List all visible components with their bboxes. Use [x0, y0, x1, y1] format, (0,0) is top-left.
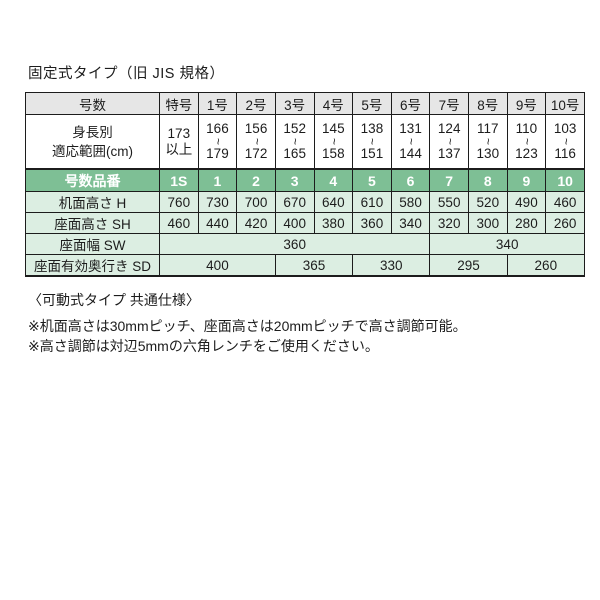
tilde-symbol: ~ [481, 137, 496, 146]
product-code: 2 [236, 168, 276, 192]
height-range-cell: 117 ~ 130 [468, 114, 508, 170]
product-code: 7 [429, 168, 469, 192]
seat-width-value: 360 [158, 233, 431, 255]
height-range-cell: 138 ~ 151 [352, 114, 392, 170]
seat-height-value: 320 [429, 212, 469, 234]
product-number-label: 号数品番 [25, 168, 160, 192]
height-range-cell: 124 ~ 137 [429, 114, 469, 170]
desk-height-value: 580 [390, 191, 431, 213]
column-header: 10号 [545, 92, 585, 115]
seat-height-value: 340 [390, 212, 431, 234]
seat-height-value: 280 [506, 212, 547, 234]
seat-height-value: 380 [313, 212, 354, 234]
height-range-cell: 152 ~ 165 [274, 114, 315, 170]
seat-depth-value: 365 [274, 254, 354, 277]
column-header: 4号 [313, 92, 354, 115]
seat-height-value: 420 [236, 212, 276, 234]
height-range-row: 身長別 適応範囲(cm) 173 以上 166 ~ 179 156 ~ 172 [25, 114, 585, 170]
height-range-label: 身長別 適応範囲(cm) [25, 114, 160, 170]
height-range-cell: 103 ~ 116 [545, 114, 585, 170]
desk-height-label: 机面高さ H [25, 191, 160, 213]
desk-height-value: 730 [197, 191, 238, 213]
seat-depth-value: 295 [429, 254, 508, 277]
seat-depth-row: 座面有効奥行き SD 400 365 330 295 260 [25, 254, 586, 277]
column-header: 特号 [159, 92, 199, 115]
tilde-symbol: ~ [442, 137, 457, 146]
column-header: 8号 [468, 92, 508, 115]
seat-height-row: 座面高さ SH 460 440 420 400 380 360 340 320 … [25, 212, 585, 234]
seat-height-value: 440 [197, 212, 238, 234]
column-header: 7号 [429, 92, 469, 115]
note-wrench: ※高さ調節は対辺5mmの六角レンチをご使用ください。 [28, 338, 379, 354]
seat-height-value: 260 [545, 212, 585, 234]
seat-width-row: 座面幅 SW 360 340 [25, 233, 585, 255]
desk-height-row: 机面高さ H 760 730 700 670 640 610 580 550 5… [25, 191, 585, 213]
seat-depth-label: 座面有効奥行き SD [25, 254, 160, 277]
product-code: 1 [197, 168, 238, 192]
seat-height-value: 400 [274, 212, 315, 234]
height-range-cell: 156 ~ 172 [236, 114, 276, 170]
product-code: 3 [274, 168, 315, 192]
page-title: 固定式タイプ（旧 JIS 規格） [28, 66, 225, 82]
desk-height-value: 670 [274, 191, 315, 213]
seat-height-value: 360 [352, 212, 392, 234]
height-range-cell: 110 ~ 123 [506, 114, 547, 170]
tilde-symbol: ~ [326, 137, 341, 146]
note-pitch: ※机面高さは30mmピッチ、座面高さは20mmピッチで高さ調節可能。 [28, 318, 467, 334]
seat-depth-value: 400 [159, 254, 276, 277]
tilde-symbol: ~ [210, 137, 225, 146]
seat-height-label: 座面高さ SH [25, 212, 160, 234]
product-code: 4 [313, 168, 354, 192]
height-range-cell: 145 ~ 158 [313, 114, 354, 170]
tilde-symbol: ~ [519, 137, 534, 146]
seat-depth-value: 330 [352, 254, 431, 277]
height-range-cell: 131 ~ 144 [390, 114, 431, 170]
seat-width-label: 座面幅 SW [25, 233, 160, 255]
seat-height-value: 460 [159, 212, 199, 234]
column-header: 1号 [197, 92, 238, 115]
height-range-cell: 166 ~ 179 [197, 114, 238, 170]
product-code: 5 [352, 168, 392, 192]
height-range-label-line2: 適応範囲(cm) [52, 143, 133, 159]
catalog-page: 固定式タイプ（旧 JIS 規格） 号数 特号 1号 2号 3号 4号 5号 6号… [25, 66, 586, 354]
column-header: 3号 [274, 92, 315, 115]
column-header: 5号 [352, 92, 392, 115]
desk-height-value: 640 [313, 191, 354, 213]
tilde-symbol: ~ [365, 137, 380, 146]
desk-height-value: 550 [429, 191, 469, 213]
desk-height-value: 460 [545, 191, 585, 213]
tilde-symbol: ~ [404, 137, 419, 146]
product-number-row: 号数品番 1S 1 2 3 4 5 6 7 8 9 10 [25, 168, 585, 192]
tilde-symbol: ~ [249, 137, 264, 146]
movable-type-subtitle: 〈可動式タイプ 共通仕様〉 [28, 292, 200, 308]
desk-height-value: 700 [236, 191, 276, 213]
height-range-label-line1: 身長別 [72, 124, 113, 140]
product-code: 8 [468, 168, 508, 192]
seat-width-value: 340 [429, 233, 585, 255]
seat-height-value: 300 [468, 212, 508, 234]
column-header: 2号 [236, 92, 276, 115]
column-header: 6号 [390, 92, 431, 115]
product-code: 1S [159, 168, 199, 192]
desk-height-value: 520 [468, 191, 508, 213]
corner-header: 号数 [25, 92, 160, 115]
product-code: 6 [390, 168, 431, 192]
desk-height-value: 760 [159, 191, 199, 213]
column-header: 9号 [506, 92, 547, 115]
product-code: 10 [545, 168, 585, 192]
spec-table: 号数 特号 1号 2号 3号 4号 5号 6号 7号 8号 9号 10号 身長別… [25, 92, 586, 277]
tilde-symbol: ~ [558, 137, 573, 146]
seat-depth-value: 260 [506, 254, 586, 277]
product-code: 9 [506, 168, 547, 192]
tilde-symbol: ~ [288, 137, 303, 146]
size-header-row: 号数 特号 1号 2号 3号 4号 5号 6号 7号 8号 9号 10号 [25, 92, 585, 115]
desk-height-value: 490 [506, 191, 547, 213]
desk-height-value: 610 [352, 191, 392, 213]
height-range-cell: 173 以上 [159, 114, 199, 170]
